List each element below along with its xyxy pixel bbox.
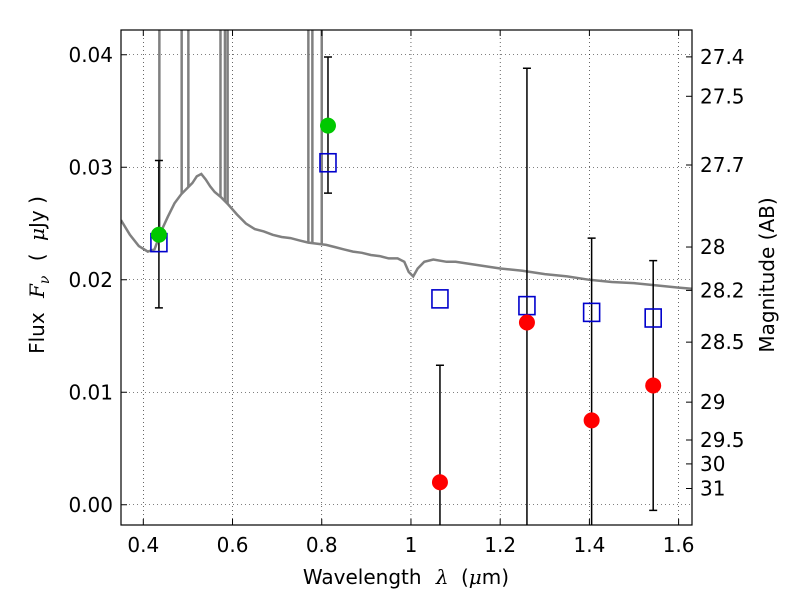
plot-frame <box>120 29 693 526</box>
y-tick-label: 0.03 <box>68 155 113 179</box>
open-square-marker <box>644 308 662 328</box>
y2-tick-label: 27.4 <box>700 45 745 69</box>
error-bars <box>154 56 658 525</box>
open-square-marker <box>582 302 601 323</box>
filled-circle-marker <box>150 226 167 243</box>
spectrum-line <box>121 172 692 291</box>
grid-lines <box>121 30 692 525</box>
filled-circle-marker <box>319 117 336 134</box>
filled-circle-marker <box>583 412 600 429</box>
y2-tick-label: 29 <box>700 390 725 414</box>
data-markers <box>150 117 662 491</box>
y2-tick-label: 31 <box>700 476 725 500</box>
y-axis-title: Flux Fν ( μJy ) <box>25 196 54 354</box>
y2-tick-label: 29.5 <box>700 428 745 452</box>
open-square-marker <box>431 289 449 309</box>
x-tick-label: 1.2 <box>484 533 516 557</box>
x-axis: 0.4 0.6 0.8 1 1.2 1.4 1.6 <box>127 30 695 557</box>
x-tick-label: 0.4 <box>127 533 159 557</box>
x-tick-label: 1 <box>405 533 418 557</box>
y-tick-label: 0.04 <box>68 43 113 67</box>
x-tick-label: 1.6 <box>663 533 695 557</box>
x-tick-label: 1.4 <box>573 533 605 557</box>
y2-tick-label: 30 <box>700 452 725 476</box>
y-tick-label: 0.02 <box>68 268 113 292</box>
filled-circle-marker <box>645 377 662 394</box>
y2-tick-label: 27.5 <box>700 84 745 108</box>
x-tick-label: 0.6 <box>217 533 249 557</box>
filled-circle-marker <box>431 474 448 491</box>
open-square-marker <box>319 152 337 173</box>
y-tick-label: 0.00 <box>68 493 113 517</box>
y2-tick-label: 27.7 <box>700 153 745 177</box>
y2-tick-label: 28.5 <box>700 330 745 354</box>
y2-axis-title: Magnitude (AB) <box>755 197 779 352</box>
filled-circle-marker <box>518 314 535 331</box>
x-tick-label: 0.8 <box>306 533 338 557</box>
y2-tick-label: 28 <box>700 235 725 259</box>
y2-tick-label: 28.2 <box>700 278 745 302</box>
x-axis-title: Wavelength λ (μm) <box>303 565 509 589</box>
y-tick-label: 0.01 <box>68 380 113 404</box>
model-spectrum <box>121 30 692 291</box>
y-axis: 0.00 0.01 0.02 0.03 0.04 <box>68 43 127 517</box>
